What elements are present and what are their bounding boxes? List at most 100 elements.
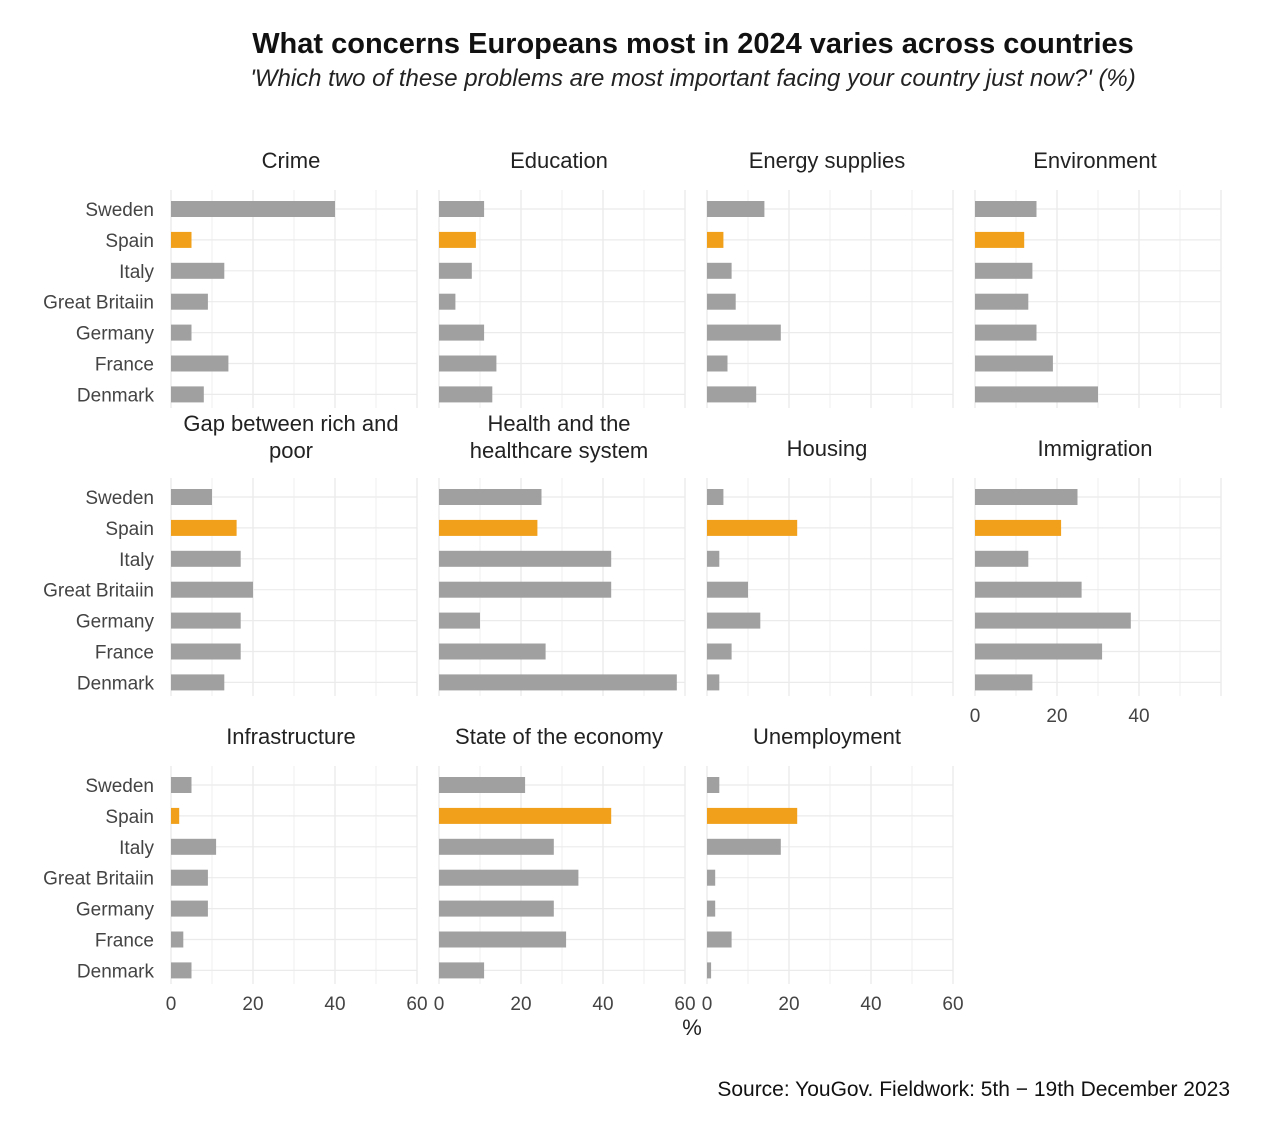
bar <box>975 324 1037 341</box>
category-label: Sweden <box>85 200 154 221</box>
panel-title: Immigration <box>1038 436 1153 461</box>
x-tick-label: 0 <box>434 994 445 1015</box>
bar <box>707 355 728 372</box>
panel-title: Health and the <box>487 411 630 436</box>
bar <box>439 355 497 372</box>
x-axis-label: % <box>682 1015 702 1040</box>
bar <box>439 643 546 660</box>
bar <box>439 489 542 505</box>
category-label: Spain <box>105 807 154 828</box>
x-tick-label: 40 <box>324 994 345 1015</box>
bar <box>707 550 720 567</box>
bar <box>439 962 485 979</box>
bar <box>707 643 732 660</box>
bar <box>171 643 241 660</box>
bar <box>439 612 480 629</box>
bar <box>439 900 554 917</box>
bar <box>439 231 476 248</box>
x-tick-label: 60 <box>674 994 695 1015</box>
bar <box>171 838 217 855</box>
bar <box>707 962 712 979</box>
bar <box>707 807 798 824</box>
bar <box>707 838 781 855</box>
bar <box>707 674 720 691</box>
category-label: Germany <box>76 612 155 633</box>
bar <box>439 869 579 886</box>
x-tick-label: 40 <box>860 994 881 1015</box>
bar <box>975 489 1078 505</box>
x-tick-label: 40 <box>1128 706 1149 727</box>
bar <box>975 293 1029 310</box>
bar <box>439 550 612 567</box>
bar <box>171 581 253 598</box>
x-tick-label: 20 <box>1046 706 1067 727</box>
bar <box>439 838 554 855</box>
x-tick-label: 0 <box>166 994 177 1015</box>
chart-title: What concerns Europeans most in 2024 var… <box>252 28 1134 60</box>
x-tick-label: 0 <box>702 994 713 1015</box>
bar <box>439 777 526 793</box>
bar <box>171 931 184 948</box>
bar <box>439 931 567 948</box>
bar <box>171 962 192 979</box>
category-label: Denmark <box>77 961 155 982</box>
bar <box>171 386 204 403</box>
bar <box>707 231 724 248</box>
category-label: France <box>95 355 154 376</box>
bar <box>707 900 716 917</box>
panel-title: Housing <box>787 436 868 461</box>
bar <box>707 869 716 886</box>
bar <box>707 581 748 598</box>
panel-title: healthcare system <box>470 438 649 463</box>
chart-subtitle: 'Which two of these problems are most im… <box>250 65 1136 92</box>
panel-title: Infrastructure <box>226 724 356 749</box>
bar <box>975 643 1103 660</box>
x-tick-label: 20 <box>242 994 263 1015</box>
bar <box>171 201 335 217</box>
bar <box>975 612 1131 629</box>
bar <box>707 386 757 403</box>
bar <box>171 900 208 917</box>
bar <box>171 293 208 310</box>
bar <box>975 581 1082 598</box>
x-tick-label: 60 <box>942 994 963 1015</box>
bar <box>439 519 538 536</box>
category-label: Italy <box>119 550 154 571</box>
category-label: Great Britaiin <box>43 869 154 890</box>
bar <box>171 550 241 567</box>
x-tick-label: 60 <box>406 994 427 1015</box>
panel-title: Unemployment <box>753 724 901 749</box>
bar <box>707 293 736 310</box>
panel-title: Crime <box>262 148 321 173</box>
x-tick-label: 0 <box>970 706 981 727</box>
bar <box>707 519 798 536</box>
category-label: France <box>95 643 154 664</box>
bar <box>975 519 1062 536</box>
category-label: Great Britaiin <box>43 581 154 602</box>
category-label: Italy <box>119 838 154 859</box>
bar <box>171 869 208 886</box>
bar <box>171 231 192 248</box>
bar <box>171 674 225 691</box>
bar <box>439 386 493 403</box>
category-label: Spain <box>105 519 154 540</box>
category-label: Spain <box>105 231 154 252</box>
category-label: Great Britaiin <box>43 293 154 314</box>
bar <box>707 489 724 505</box>
category-label: Denmark <box>77 673 155 694</box>
bar <box>975 201 1037 217</box>
bar <box>171 489 212 505</box>
faceted-bar-chart: Crime Education Energy supplies Environment… <box>43 148 1222 1040</box>
panel-title: Energy supplies <box>749 148 906 173</box>
bar <box>439 324 485 341</box>
bar <box>171 355 229 372</box>
bar <box>707 324 781 341</box>
bar <box>707 612 761 629</box>
category-label: France <box>95 931 154 952</box>
category-label: Germany <box>76 900 155 921</box>
bar <box>439 293 456 310</box>
bar <box>975 386 1098 403</box>
bar <box>439 807 612 824</box>
bar <box>707 931 732 948</box>
bar <box>707 201 765 217</box>
